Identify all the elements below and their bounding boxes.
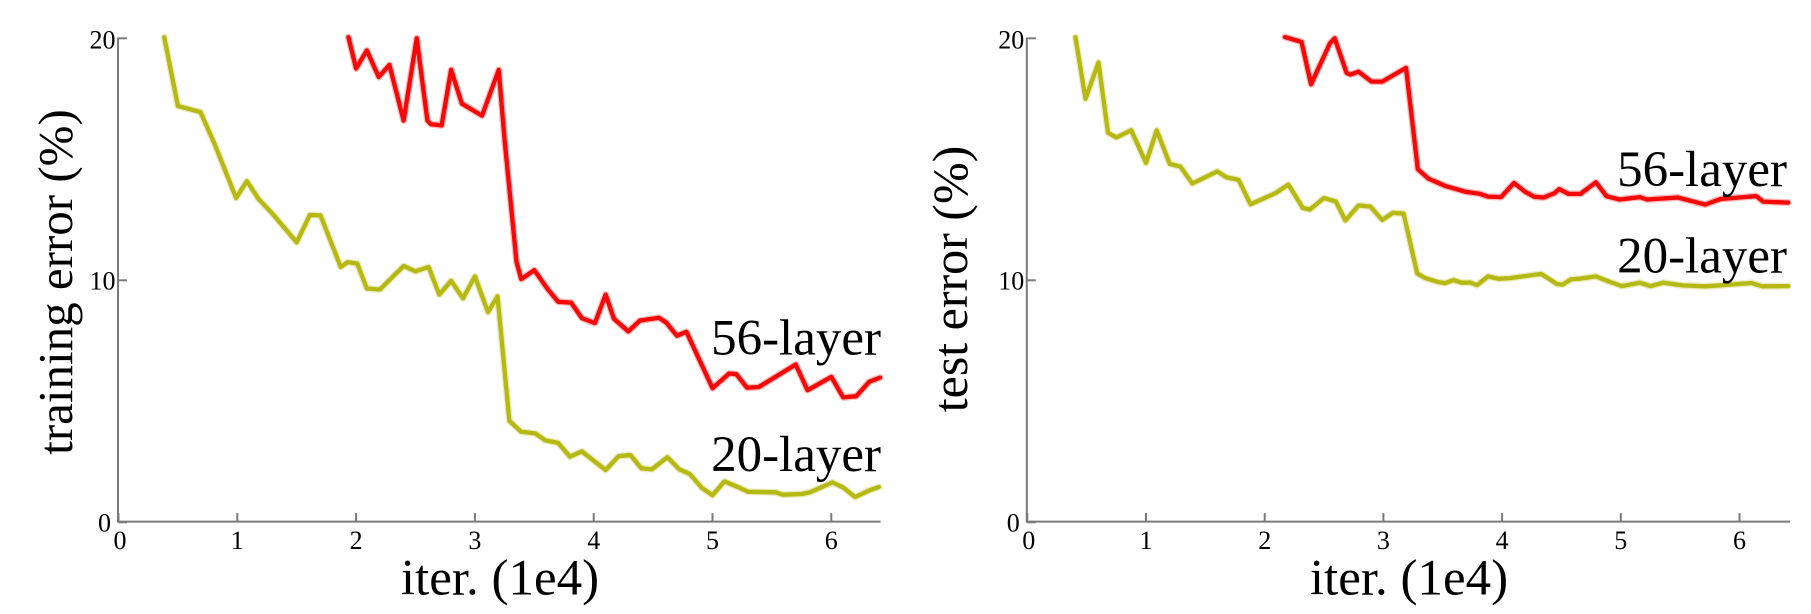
svg-text:6: 6 <box>825 526 838 555</box>
svg-text:2: 2 <box>1258 526 1271 555</box>
svg-text:56-layer: 56-layer <box>1617 142 1787 198</box>
svg-text:6: 6 <box>1733 526 1746 555</box>
svg-text:test error (%): test error (%) <box>922 146 978 413</box>
svg-text:4: 4 <box>1496 526 1509 555</box>
svg-text:10: 10 <box>998 266 1024 295</box>
svg-text:5: 5 <box>1614 526 1627 555</box>
svg-text:iter. (1e4): iter. (1e4) <box>401 551 599 607</box>
svg-text:20: 20 <box>90 26 116 55</box>
svg-text:3: 3 <box>1377 526 1390 555</box>
svg-text:20: 20 <box>998 26 1024 55</box>
svg-text:3: 3 <box>468 526 481 555</box>
svg-text:iter. (1e4): iter. (1e4) <box>1310 551 1508 607</box>
svg-text:10: 10 <box>90 266 116 295</box>
svg-text:4: 4 <box>587 526 600 555</box>
svg-text:0: 0 <box>98 508 111 537</box>
svg-text:20-layer: 20-layer <box>711 427 881 483</box>
svg-text:0: 0 <box>114 526 127 555</box>
svg-text:2: 2 <box>350 526 363 555</box>
svg-text:56-layer: 56-layer <box>711 311 881 367</box>
svg-text:1: 1 <box>231 526 244 555</box>
svg-text:20-layer: 20-layer <box>1617 228 1787 284</box>
svg-text:5: 5 <box>706 526 719 555</box>
svg-text:0: 0 <box>1022 526 1035 555</box>
svg-text:1: 1 <box>1140 526 1153 555</box>
svg-text:0: 0 <box>1007 508 1020 537</box>
svg-text:training error (%): training error (%) <box>28 109 83 455</box>
